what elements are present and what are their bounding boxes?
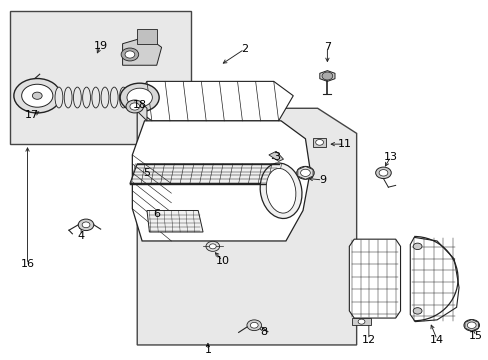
Circle shape [412, 243, 421, 249]
Polygon shape [122, 37, 161, 65]
Text: 10: 10 [215, 256, 229, 266]
Circle shape [378, 170, 387, 176]
Ellipse shape [55, 87, 63, 108]
Text: 3: 3 [272, 152, 279, 162]
Ellipse shape [260, 163, 302, 219]
Ellipse shape [101, 87, 109, 108]
Polygon shape [297, 166, 312, 179]
Circle shape [21, 84, 53, 107]
Circle shape [300, 169, 310, 176]
Circle shape [130, 103, 140, 110]
Circle shape [127, 88, 152, 107]
Ellipse shape [110, 87, 118, 108]
Circle shape [125, 51, 135, 58]
Circle shape [209, 244, 216, 249]
Circle shape [78, 219, 94, 230]
Circle shape [357, 319, 364, 324]
Circle shape [322, 72, 332, 80]
Polygon shape [147, 211, 203, 232]
Text: 14: 14 [429, 334, 443, 345]
Circle shape [126, 100, 143, 113]
Text: 8: 8 [260, 327, 267, 337]
Polygon shape [409, 237, 458, 321]
Circle shape [246, 320, 261, 330]
Ellipse shape [73, 87, 81, 108]
Circle shape [14, 78, 61, 113]
Text: 19: 19 [93, 41, 107, 50]
Text: 7: 7 [323, 42, 330, 52]
Circle shape [412, 308, 421, 314]
Polygon shape [268, 151, 283, 161]
Ellipse shape [128, 87, 136, 108]
Circle shape [375, 167, 390, 179]
Polygon shape [348, 239, 400, 318]
Text: 17: 17 [25, 111, 40, 121]
Polygon shape [351, 318, 370, 325]
Text: 11: 11 [337, 139, 351, 149]
Polygon shape [319, 71, 334, 81]
Polygon shape [132, 94, 147, 121]
Circle shape [205, 241, 219, 251]
Text: 4: 4 [78, 231, 84, 240]
Text: 12: 12 [361, 334, 375, 345]
Polygon shape [464, 319, 477, 331]
Ellipse shape [119, 87, 127, 108]
Circle shape [467, 322, 475, 328]
Polygon shape [132, 121, 310, 241]
Ellipse shape [82, 87, 90, 108]
Circle shape [32, 92, 42, 99]
Circle shape [82, 222, 90, 228]
Circle shape [463, 319, 479, 331]
Circle shape [121, 48, 139, 61]
Circle shape [120, 83, 159, 112]
Polygon shape [137, 108, 356, 345]
Text: 18: 18 [132, 100, 146, 110]
Text: 1: 1 [204, 345, 211, 355]
Polygon shape [137, 30, 157, 44]
Ellipse shape [64, 87, 72, 108]
Ellipse shape [265, 168, 295, 213]
Circle shape [296, 166, 314, 179]
Text: 6: 6 [153, 209, 160, 219]
Text: 5: 5 [143, 168, 150, 178]
Text: 13: 13 [383, 152, 397, 162]
Polygon shape [132, 81, 293, 121]
Text: 9: 9 [318, 175, 325, 185]
Circle shape [315, 139, 323, 145]
Bar [312, 138, 326, 147]
Circle shape [250, 322, 258, 328]
Text: 15: 15 [468, 331, 482, 341]
Polygon shape [130, 164, 278, 184]
Ellipse shape [92, 87, 100, 108]
Bar [10, 12, 190, 144]
Text: 2: 2 [241, 44, 247, 54]
Text: 16: 16 [20, 259, 35, 269]
